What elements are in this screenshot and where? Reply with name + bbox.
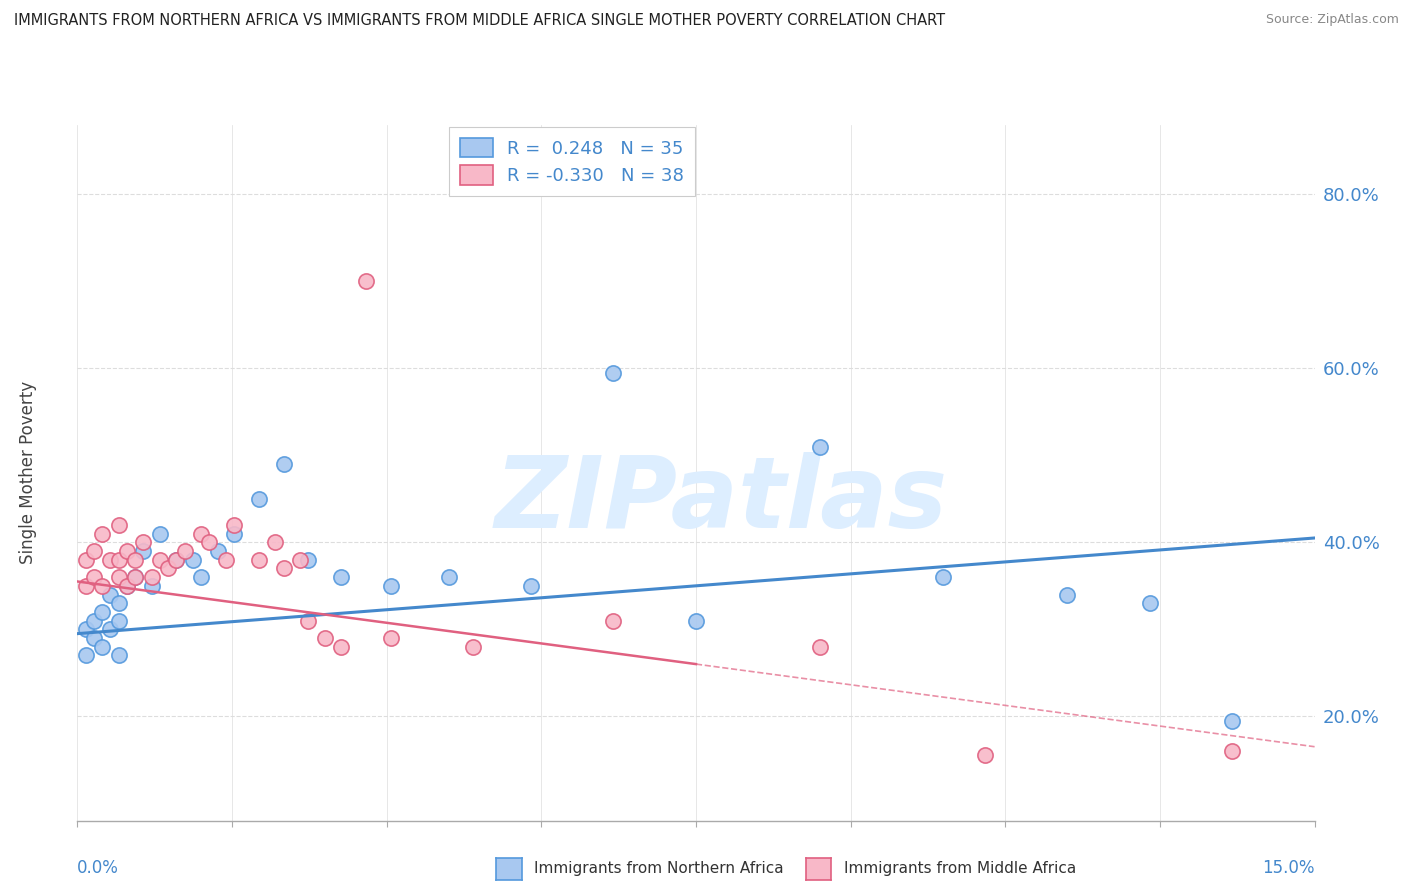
Point: [124, 570, 146, 584]
Point: [602, 366, 624, 380]
Point: [98, 623, 121, 637]
Point: [198, 535, 221, 549]
Text: 0.0%: 0.0%: [77, 859, 120, 877]
Point: [297, 552, 319, 567]
Point: [288, 552, 311, 567]
Point: [75, 623, 97, 637]
Point: [207, 544, 229, 558]
Legend: R =  0.248   N = 35, R = -0.330   N = 38: R = 0.248 N = 35, R = -0.330 N = 38: [450, 127, 695, 195]
Point: [107, 552, 129, 567]
Point: [149, 526, 172, 541]
Point: [107, 648, 129, 663]
Point: [91, 526, 114, 541]
Point: [107, 570, 129, 584]
Point: [222, 517, 245, 532]
Point: [141, 570, 163, 584]
Point: [273, 457, 295, 471]
Point: [157, 561, 180, 575]
Point: [75, 579, 97, 593]
Point: [1056, 587, 1078, 601]
Point: [190, 526, 212, 541]
Point: [330, 570, 353, 584]
Point: [75, 552, 97, 567]
Text: 15.0%: 15.0%: [1263, 859, 1315, 877]
Point: [808, 440, 831, 454]
Text: ZIPatlas: ZIPatlas: [494, 452, 948, 549]
Point: [107, 596, 129, 610]
Text: Immigrants from Northern Africa: Immigrants from Northern Africa: [534, 861, 785, 876]
Point: [165, 552, 187, 567]
Point: [273, 561, 295, 575]
Point: [83, 544, 105, 558]
Point: [380, 579, 402, 593]
Point: [149, 552, 172, 567]
Point: [181, 552, 204, 567]
Point: [132, 544, 155, 558]
Point: [141, 579, 163, 593]
Point: [264, 535, 287, 549]
Point: [215, 552, 238, 567]
Point: [247, 491, 270, 506]
Point: [165, 552, 187, 567]
Point: [297, 614, 319, 628]
Point: [463, 640, 485, 654]
Point: [83, 631, 105, 645]
Point: [222, 526, 245, 541]
Point: [1139, 596, 1161, 610]
Point: [1220, 744, 1243, 758]
Point: [75, 648, 97, 663]
Point: [354, 275, 377, 289]
Point: [132, 535, 155, 549]
Point: [932, 570, 955, 584]
Point: [314, 631, 336, 645]
Text: Single Mother Poverty: Single Mother Poverty: [18, 381, 37, 565]
Point: [91, 605, 114, 619]
Point: [685, 614, 707, 628]
Point: [83, 614, 105, 628]
Point: [115, 544, 138, 558]
Point: [107, 517, 129, 532]
Point: [124, 552, 146, 567]
Point: [602, 614, 624, 628]
Point: [247, 552, 270, 567]
Point: [808, 640, 831, 654]
Point: [115, 579, 138, 593]
Point: [330, 640, 353, 654]
Point: [98, 587, 121, 601]
Point: [520, 579, 543, 593]
Point: [91, 579, 114, 593]
Text: IMMIGRANTS FROM NORTHERN AFRICA VS IMMIGRANTS FROM MIDDLE AFRICA SINGLE MOTHER P: IMMIGRANTS FROM NORTHERN AFRICA VS IMMIG…: [14, 13, 945, 29]
Point: [380, 631, 402, 645]
Point: [173, 544, 195, 558]
Point: [437, 570, 460, 584]
Point: [1220, 714, 1243, 728]
Point: [973, 748, 995, 763]
Point: [83, 570, 105, 584]
Point: [190, 570, 212, 584]
Point: [115, 579, 138, 593]
Point: [107, 614, 129, 628]
Text: Source: ZipAtlas.com: Source: ZipAtlas.com: [1265, 13, 1399, 27]
Point: [98, 552, 121, 567]
Point: [124, 570, 146, 584]
Point: [91, 640, 114, 654]
Text: Immigrants from Middle Africa: Immigrants from Middle Africa: [844, 861, 1076, 876]
